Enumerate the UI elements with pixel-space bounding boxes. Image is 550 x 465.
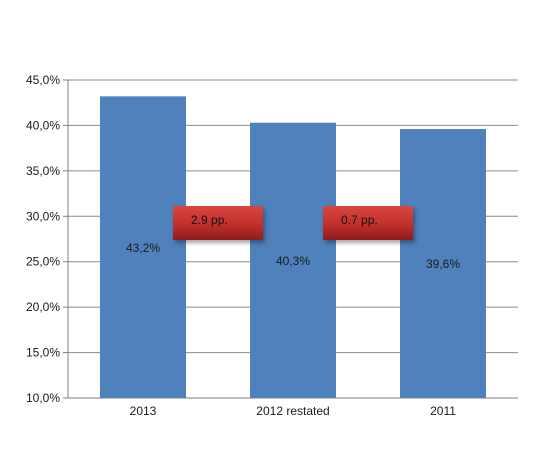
x-tick-label: 2011 — [430, 404, 456, 418]
y-tick-label: 25,0% — [26, 255, 60, 269]
annotation-label: 2.9 pp. — [191, 213, 228, 227]
annotations: 2.9 pp. 0.7 pp. — [173, 206, 413, 240]
annotation-box: 2.9 pp. — [173, 206, 263, 240]
annotation-label: 0.7 pp. — [341, 213, 378, 227]
bar-1 — [100, 96, 186, 399]
y-tick-label: 30,0% — [26, 209, 60, 223]
y-tick-label: 10,0% — [26, 391, 60, 405]
y-tick-label: 15,0% — [26, 346, 60, 360]
x-tick-label: 2013 — [130, 404, 157, 418]
data-label: 39,6% — [426, 257, 460, 271]
y-tick-label: 20,0% — [26, 300, 60, 314]
y-axis-tick-labels: 10,0% 15,0% 20,0% 25,0% 30,0% 35,0% 40,0% 45,0% — [26, 73, 60, 405]
x-axis-tick-labels: 2013 2012 restated 2011 — [130, 404, 457, 418]
x-tick-label: 2012 restated — [256, 404, 329, 418]
data-labels: 43,2% 40,3% 39,6% — [126, 241, 460, 271]
bars — [100, 96, 486, 399]
data-label: 40,3% — [276, 254, 310, 268]
annotation-shape — [323, 206, 413, 240]
y-tick-label: 45,0% — [26, 73, 60, 87]
y-tick-label: 40,0% — [26, 118, 60, 132]
y-tick-label: 35,0% — [26, 164, 60, 178]
bar-3 — [400, 129, 486, 398]
annotation-shape — [173, 206, 263, 240]
data-label: 43,2% — [126, 241, 160, 255]
annotation-box: 0.7 pp. — [323, 206, 413, 240]
bar-2 — [250, 122, 336, 399]
